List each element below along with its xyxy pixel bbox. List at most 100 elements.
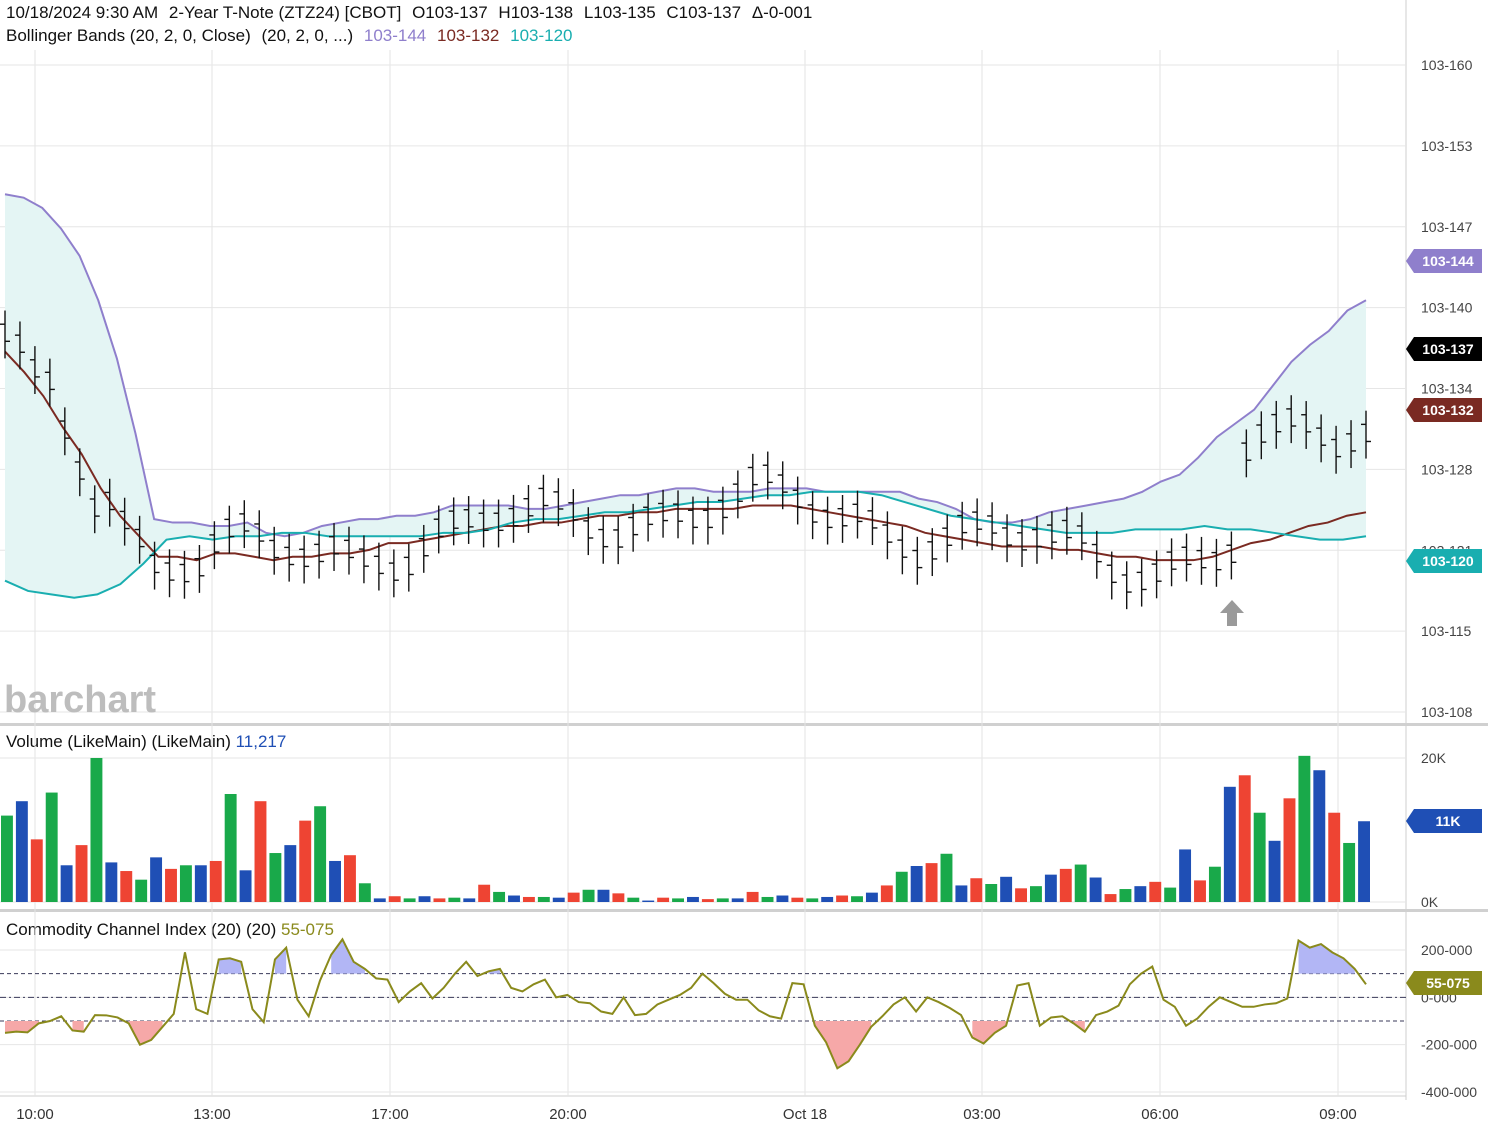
header-high: H103-138 [498,3,574,22]
volume-bar [284,845,297,902]
volume-bar [1179,849,1192,902]
volume-bar [672,898,684,902]
volume-bar [45,792,58,902]
y-tick-label: 103-140 [1421,300,1473,316]
volume-bar [567,892,580,902]
svg-text:11K: 11K [1436,813,1461,829]
volume-bar [1104,894,1117,902]
volume-bar [224,794,237,902]
volume-bar [895,871,908,902]
x-tick-label: 06:00 [1141,1106,1179,1123]
volume-bar [880,885,893,902]
cci-params: (20) [246,920,277,939]
volume-bar [75,845,88,902]
cci-y-tick: -200-000 [1421,1037,1477,1053]
study-params: (20, 2, 0, ...) [261,26,354,45]
volume-bar [194,865,207,902]
volume-bar [135,879,148,902]
volume-bar [1253,812,1266,902]
volume-bar [388,896,401,902]
cci-badge: 55-075 [1406,971,1482,995]
cci-positive-fill [274,947,287,974]
svg-text:103-144: 103-144 [1422,253,1474,269]
y-tick-label: 103-153 [1421,138,1473,154]
volume-bar [329,860,341,902]
cci-positive-fill [218,958,242,974]
volume-y-tick: 0K [1421,894,1439,910]
svg-text:103-137: 103-137 [1422,341,1474,357]
volume-bar [493,891,506,902]
middle-band-badge: 103-132 [1406,398,1482,422]
volume-bar [1044,874,1057,902]
volume-bar [448,897,461,902]
header-instrument: 2-Year T-Note (ZTZ24) [CBOT] [168,3,402,22]
volume-bar [30,839,43,902]
volume-bar [836,895,849,902]
volume-bar [970,878,983,902]
volume-bar [851,896,863,902]
volume-bar [1223,786,1236,902]
volume-y-tick: 20K [1421,750,1447,766]
price-pane [0,193,1371,610]
volume-bar [1343,842,1356,902]
x-tick-label: 09:00 [1319,1106,1357,1123]
volume-bar [806,898,819,902]
volume-bar [1,815,13,902]
x-tick-label: 20:00 [549,1106,587,1123]
value-badges: 103-144 103-137 103-132 103-120 11K 55-075 [1406,249,1482,995]
header-datetime: 10/18/2024 9:30 AM [6,3,159,22]
y-tick-label: 103-134 [1421,381,1473,397]
x-tick-label: Oct 18 [783,1106,827,1123]
x-tick-label: 13:00 [193,1106,231,1123]
lower-band-badge: 103-120 [1406,549,1482,573]
volume-bar [687,896,699,902]
volume-bar [627,897,640,902]
x-tick-label: 10:00 [16,1106,54,1123]
header-low: L103-135 [583,3,656,22]
volume-bar [955,885,968,902]
header-open: O103-137 [412,3,488,22]
volume-bar [418,896,431,902]
volume-bar [597,889,610,902]
volume-bar [403,898,416,902]
cci-y-tick: -400-000 [1421,1084,1477,1100]
volume-pane [1,755,1370,902]
volume-bar [1194,880,1206,902]
volume-bar [165,868,177,902]
watermark: barchart [4,679,156,721]
study-middle-value: 103-132 [437,26,500,45]
x-tick-label: 17:00 [371,1106,409,1123]
cci-y-tick: 200-000 [1421,942,1473,958]
chart-header-line1: 10/18/2024 9:30 AM 2-Year T-Note (ZTZ24)… [6,3,818,23]
volume-bar [358,883,371,902]
volume-bar [373,898,386,902]
volume-bar [1328,812,1341,902]
volume-bar [791,897,804,902]
volume-bar [746,891,759,902]
volume-bar [776,895,789,902]
volume-bar [209,860,222,902]
cci-positive-fill [1298,940,1355,974]
volume-bar [1358,821,1370,902]
volume-bar [1238,775,1251,902]
y-tick-label: 103-128 [1421,461,1473,477]
header-change: Δ-0-001 [751,3,813,22]
volume-bar [15,801,28,902]
volume-bar [1208,866,1221,902]
volume-bar [1000,876,1013,902]
cci-pane-title: Commodity Channel Index (20) (20) 55-075 [6,920,334,940]
volume-bar [120,871,133,902]
volume-bar [716,898,729,902]
volume-bar [269,853,282,902]
volume-bar [150,857,163,902]
volume-bar [657,897,670,902]
y-tick-label: 103-147 [1421,219,1473,235]
pane-separator [0,909,1488,912]
volume-bar [1298,755,1311,902]
study-name: Bollinger Bands (20, 2, 0, Close) [6,26,251,45]
volume-bar [508,895,520,902]
volume-bar [925,863,938,902]
grid-lines [0,0,1488,1100]
volume-bar [701,899,714,902]
